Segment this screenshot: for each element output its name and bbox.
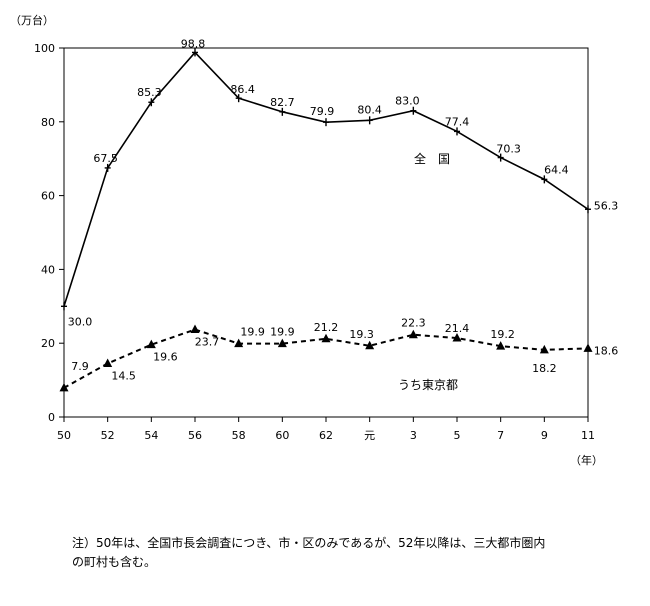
x-tick-label: 62 bbox=[319, 429, 333, 442]
series-label-national: 全 国 bbox=[414, 151, 450, 166]
data-label-tokyo: 21.4 bbox=[445, 322, 470, 335]
data-label-tokyo: 19.3 bbox=[349, 328, 374, 341]
x-tick-label: 3 bbox=[410, 429, 417, 442]
x-tick-label: 60 bbox=[275, 429, 289, 442]
data-point-tokyo bbox=[234, 338, 244, 348]
series-label-tokyo: うち東京都 bbox=[398, 378, 458, 392]
data-label-national: 80.4 bbox=[357, 103, 382, 116]
data-label-tokyo: 7.9 bbox=[71, 360, 89, 373]
x-tick-label: 9 bbox=[541, 429, 548, 442]
data-label-national: 83.0 bbox=[395, 95, 420, 108]
axes: 0 20 40 60 80 100 50 52 54 56 58 60 62 元 3 5 7 9 11 bbox=[34, 42, 595, 442]
y-tick-label: 100 bbox=[34, 42, 55, 55]
x-tick-label: 5 bbox=[454, 429, 461, 442]
data-point-tokyo bbox=[365, 340, 375, 350]
data-label-national: 56.3 bbox=[594, 199, 619, 212]
data-label-national: 64.4 bbox=[544, 163, 569, 176]
x-tick-label: 58 bbox=[232, 429, 246, 442]
data-label-tokyo: 19.9 bbox=[240, 326, 265, 339]
plot-frame bbox=[63, 47, 589, 418]
data-label-tokyo: 19.6 bbox=[153, 351, 178, 364]
data-label-tokyo: 19.9 bbox=[270, 326, 295, 339]
data-label-tokyo: 18.6 bbox=[594, 344, 619, 357]
data-label-national: 77.4 bbox=[445, 115, 470, 128]
x-tick-label: 11 bbox=[581, 429, 595, 442]
data-point-tokyo bbox=[190, 324, 200, 334]
data-label-national: 82.7 bbox=[270, 96, 295, 109]
data-label-national: 85.3 bbox=[137, 86, 162, 99]
x-tick-label: 元 bbox=[364, 429, 375, 442]
y-tick-label: 0 bbox=[48, 411, 55, 424]
data-label-national: 86.4 bbox=[230, 83, 255, 96]
data-point-tokyo bbox=[583, 343, 593, 352]
x-tick-label: 7 bbox=[497, 429, 504, 442]
footnote: 注）50年は、全国市長会調査につき、市・区のみであるが、52年以降は、三大都市圏… bbox=[72, 534, 632, 572]
data-point-tokyo bbox=[103, 358, 113, 367]
footnote-line-2: の町村も含む。 bbox=[72, 555, 157, 569]
series-layer: 30.0 67.5 85.3 98.8 86.4 82.7 79.9 80.4 83.0 77.4… bbox=[59, 37, 619, 392]
data-label-national: 70.3 bbox=[496, 143, 521, 156]
data-label-national: 67.5 bbox=[93, 152, 118, 165]
x-tick-label: 52 bbox=[101, 429, 115, 442]
data-point-tokyo bbox=[146, 339, 156, 349]
data-point-tokyo bbox=[539, 344, 549, 354]
data-label-tokyo: 19.2 bbox=[490, 328, 515, 341]
x-unit-label: （年） bbox=[570, 453, 603, 467]
data-label-national: 79.9 bbox=[310, 105, 335, 118]
data-label-tokyo: 18.2 bbox=[532, 362, 557, 375]
y-tick-label: 60 bbox=[41, 190, 55, 203]
data-point-tokyo bbox=[452, 333, 462, 342]
data-label-tokyo: 21.2 bbox=[314, 321, 339, 334]
data-label-tokyo: 22.3 bbox=[401, 317, 426, 330]
data-label-national: 98.8 bbox=[181, 37, 206, 50]
data-point-tokyo bbox=[321, 333, 331, 343]
data-label-tokyo: 14.5 bbox=[111, 369, 136, 382]
data-label-national: 30.0 bbox=[68, 315, 93, 328]
y-unit-label: （万台） bbox=[10, 13, 54, 27]
data-point-tokyo bbox=[496, 341, 506, 350]
y-tick-label: 20 bbox=[41, 337, 55, 350]
data-point-tokyo bbox=[59, 382, 69, 392]
footnote-line-1: 注）50年は、全国市長会調査につき、市・区のみであるが、52年以降は、三大都市圏… bbox=[72, 536, 546, 550]
y-tick-label: 80 bbox=[41, 116, 55, 129]
data-point-tokyo bbox=[277, 338, 287, 348]
x-tick-label: 50 bbox=[57, 429, 71, 442]
data-label-tokyo: 23.7 bbox=[195, 336, 220, 349]
x-tick-label: 56 bbox=[188, 429, 202, 442]
x-tick-label: 54 bbox=[144, 429, 158, 442]
y-tick-label: 40 bbox=[41, 263, 55, 276]
data-point-tokyo bbox=[408, 329, 418, 339]
